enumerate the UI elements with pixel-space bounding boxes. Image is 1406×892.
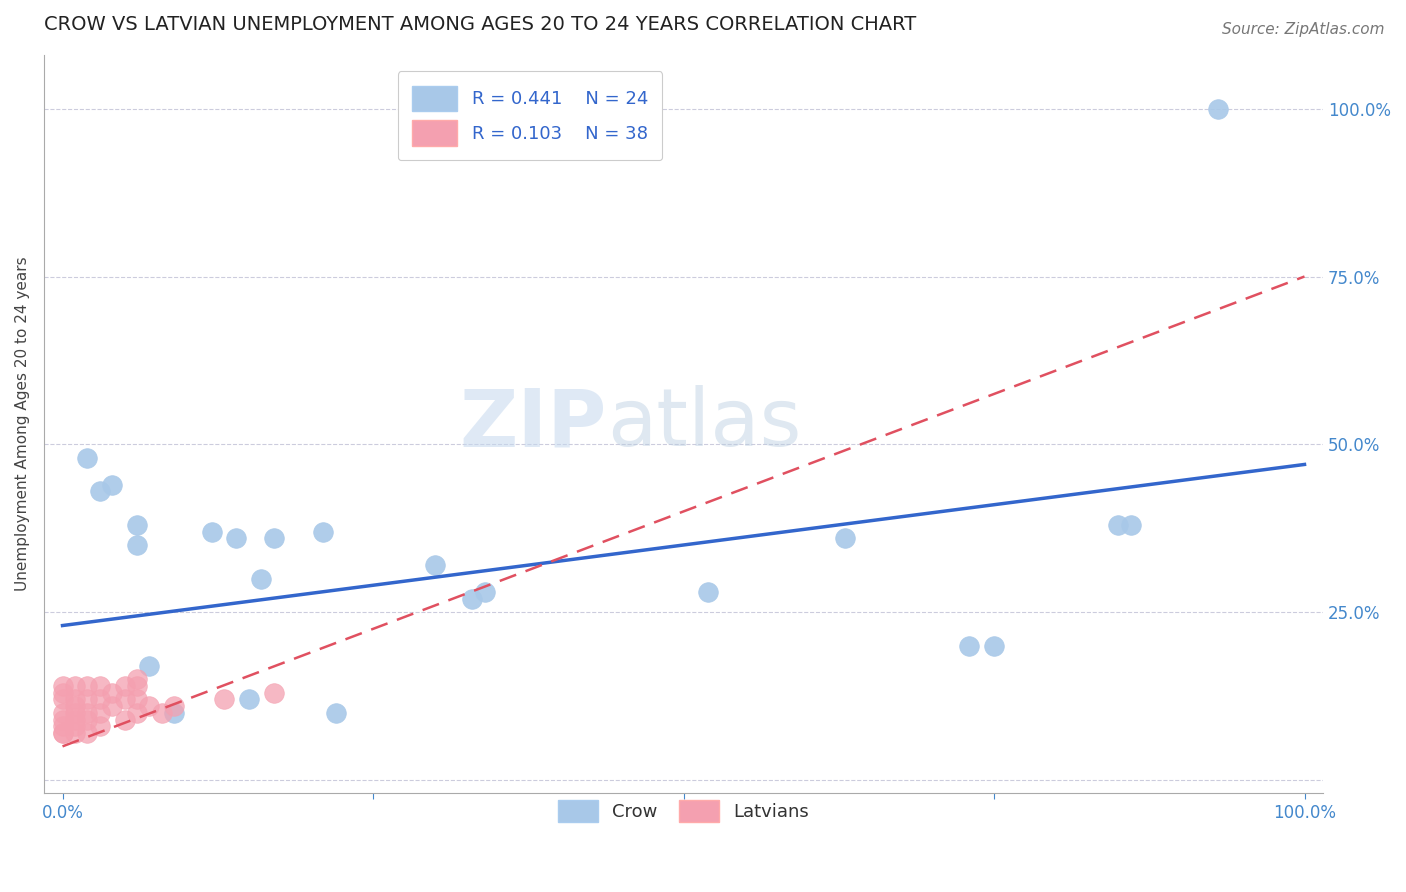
Point — [138, 658, 160, 673]
Point — [200, 524, 222, 539]
Point — [225, 531, 247, 545]
Point — [101, 699, 124, 714]
Point — [125, 706, 148, 720]
Point — [114, 679, 136, 693]
Point — [263, 531, 285, 545]
Point — [325, 706, 347, 720]
Point — [238, 692, 260, 706]
Point — [163, 706, 186, 720]
Point — [1206, 102, 1229, 116]
Point — [89, 679, 111, 693]
Point — [63, 726, 86, 740]
Y-axis label: Unemployment Among Ages 20 to 24 years: Unemployment Among Ages 20 to 24 years — [15, 257, 30, 591]
Point — [125, 517, 148, 532]
Point — [76, 706, 98, 720]
Point — [423, 558, 446, 573]
Point — [51, 679, 73, 693]
Point — [101, 477, 124, 491]
Point — [51, 719, 73, 733]
Point — [250, 572, 273, 586]
Point — [697, 585, 720, 599]
Point — [63, 719, 86, 733]
Text: CROW VS LATVIAN UNEMPLOYMENT AMONG AGES 20 TO 24 YEARS CORRELATION CHART: CROW VS LATVIAN UNEMPLOYMENT AMONG AGES … — [44, 15, 917, 34]
Text: ZIP: ZIP — [460, 385, 607, 463]
Text: atlas: atlas — [607, 385, 801, 463]
Point — [114, 692, 136, 706]
Point — [76, 450, 98, 465]
Point — [474, 585, 496, 599]
Point — [63, 692, 86, 706]
Text: Source: ZipAtlas.com: Source: ZipAtlas.com — [1222, 22, 1385, 37]
Point — [89, 706, 111, 720]
Point — [114, 713, 136, 727]
Point — [125, 679, 148, 693]
Point — [212, 692, 235, 706]
Point — [101, 686, 124, 700]
Point — [125, 692, 148, 706]
Point — [51, 692, 73, 706]
Point — [76, 726, 98, 740]
Point — [89, 484, 111, 499]
Point — [63, 713, 86, 727]
Point — [461, 591, 484, 606]
Point — [1107, 517, 1129, 532]
Point — [76, 713, 98, 727]
Point — [51, 713, 73, 727]
Point — [150, 706, 173, 720]
Point — [125, 538, 148, 552]
Point — [138, 699, 160, 714]
Legend: Crow, Latvians: Crow, Latvians — [544, 785, 824, 836]
Point — [983, 639, 1005, 653]
Point — [263, 686, 285, 700]
Point — [125, 672, 148, 686]
Point — [1119, 517, 1142, 532]
Point — [76, 692, 98, 706]
Point — [63, 699, 86, 714]
Point — [76, 679, 98, 693]
Point — [957, 639, 980, 653]
Point — [834, 531, 856, 545]
Point — [312, 524, 335, 539]
Point — [51, 726, 73, 740]
Point — [89, 692, 111, 706]
Point — [51, 726, 73, 740]
Point — [63, 679, 86, 693]
Point — [89, 719, 111, 733]
Point — [163, 699, 186, 714]
Point — [51, 706, 73, 720]
Point — [51, 686, 73, 700]
Point — [63, 706, 86, 720]
